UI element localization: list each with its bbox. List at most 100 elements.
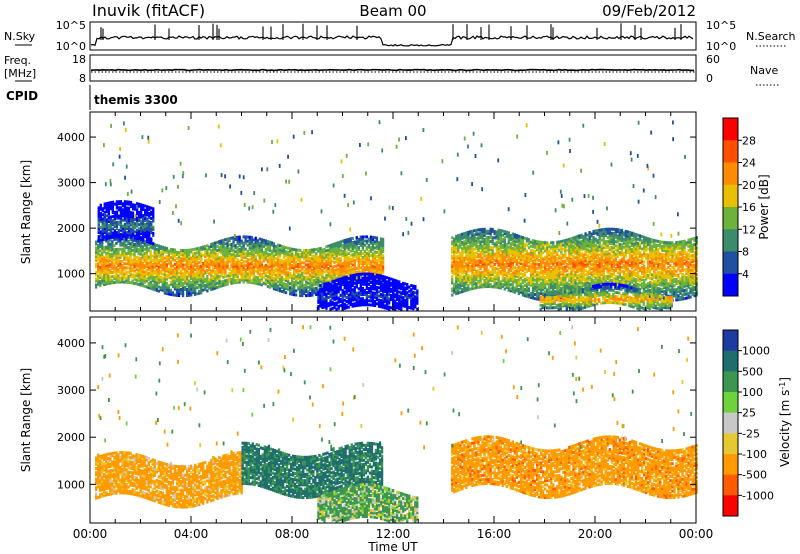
data-cell [491, 246, 494, 250]
data-cell [483, 258, 486, 262]
data-cell [475, 245, 478, 249]
data-cell [289, 257, 292, 261]
data-cell [353, 244, 356, 248]
data-cell [479, 232, 482, 236]
data-cell [129, 264, 132, 268]
data-cell [200, 272, 203, 276]
data-cell [145, 269, 148, 272]
data-cell [455, 236, 458, 240]
data-cell [280, 290, 284, 293]
data-cell [363, 239, 366, 243]
data-cell [214, 249, 217, 253]
data-cell [319, 271, 322, 275]
data-cell [171, 250, 175, 254]
data-cell [115, 252, 118, 255]
data-cell [206, 275, 209, 278]
data-cell [379, 251, 383, 255]
data-cell [333, 269, 336, 273]
data-cell [576, 278, 579, 282]
data-cell [353, 261, 356, 265]
data-cell [548, 288, 551, 292]
data-cell [495, 271, 498, 275]
data-cell [345, 240, 348, 244]
data-cell [357, 270, 360, 274]
data-cell [608, 256, 611, 260]
data-cell [125, 270, 128, 274]
data-cell [208, 257, 211, 261]
data-cell [509, 264, 512, 268]
data-cell [485, 235, 488, 239]
data-cell [268, 257, 272, 261]
data-cell [570, 267, 573, 271]
data-cell [479, 230, 482, 234]
data-cell [507, 268, 510, 272]
data-cell [319, 273, 322, 277]
data-cell [234, 262, 237, 266]
data-cell [531, 251, 535, 255]
data-cell [626, 269, 630, 273]
data-cell [572, 257, 575, 260]
data-cell [598, 236, 601, 240]
data-cell [274, 281, 278, 285]
data-cell [592, 250, 595, 254]
data-cell [550, 253, 553, 257]
data-cell [503, 287, 506, 291]
data-cell [594, 266, 597, 270]
data-cell [531, 280, 535, 284]
data-cell [284, 285, 288, 289]
data-cell [507, 237, 510, 241]
data-cell [495, 277, 498, 281]
data-cell [188, 261, 191, 264]
data-cell [143, 264, 146, 268]
data-cell [266, 252, 270, 256]
data-cell [307, 294, 310, 297]
data-cell [580, 272, 583, 276]
data-cell [333, 246, 336, 250]
data-cell [630, 270, 634, 274]
data-cell [582, 272, 585, 275]
data-cell [602, 281, 605, 285]
data-cell [163, 271, 166, 274]
data-cell [149, 243, 152, 247]
data-cell [602, 260, 605, 264]
data-cell [141, 241, 144, 245]
data-cell [375, 246, 379, 250]
data-cell [284, 274, 288, 278]
data-cell [618, 238, 621, 242]
data-cell [196, 275, 199, 279]
data-cell [194, 251, 197, 255]
data-cell [194, 260, 197, 263]
data-cell [321, 283, 324, 287]
data-cell [614, 254, 617, 258]
data-cell [525, 268, 529, 272]
data-cell [497, 273, 500, 277]
data-cell [301, 251, 304, 255]
data-cell [287, 254, 290, 258]
data-cell [127, 276, 130, 280]
data-cell [507, 284, 510, 288]
data-cell [586, 270, 589, 274]
data-cell [574, 252, 577, 256]
data-cell [628, 235, 632, 239]
data-cell [214, 251, 217, 255]
data-cell [137, 276, 140, 280]
data-cell [301, 255, 304, 259]
data-cell [379, 253, 383, 257]
data-cell [183, 285, 187, 289]
data-cell [626, 273, 630, 277]
data-cell [485, 240, 488, 243]
data-cell [323, 256, 326, 260]
data-cell [115, 274, 118, 278]
data-cell [119, 262, 122, 266]
data-cell [107, 243, 110, 247]
data-cell [586, 262, 589, 266]
data-cell [487, 235, 490, 239]
data-cell [479, 285, 482, 289]
data-cell [242, 241, 245, 245]
data-cell [186, 269, 189, 273]
data-cell [179, 263, 183, 267]
data-cell [552, 255, 555, 259]
data-cell [274, 257, 278, 261]
data-cell [594, 254, 597, 257]
data-cell [586, 280, 589, 284]
